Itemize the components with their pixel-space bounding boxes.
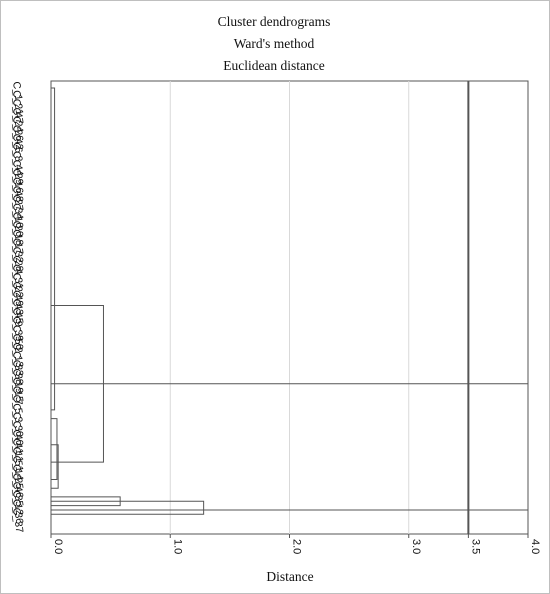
dendrogram-link — [51, 444, 59, 489]
leaf-label: C_45 — [10, 298, 25, 325]
leaf-label: C_41 — [10, 429, 25, 456]
leaf-label: C_17 — [10, 229, 25, 256]
leaf-label: C_39 — [10, 316, 25, 343]
dendrogram-link — [51, 87, 56, 411]
leaf-label: C_19 — [10, 368, 25, 395]
leaf-label: C_4 — [10, 255, 25, 276]
leaf-label: C_37 — [10, 507, 25, 534]
leaf-label: C_51 — [10, 446, 25, 473]
leaf-label: C_46 — [10, 472, 25, 499]
leaf-label: C_13 — [10, 342, 25, 369]
leaf-label: C_29 — [10, 159, 25, 186]
leaf-label: C_50 — [10, 324, 25, 351]
leaf-label: C_8 — [10, 142, 25, 163]
leaf-label: C_31 — [10, 263, 25, 290]
leaf-label: C_25 — [10, 464, 25, 491]
leaf-label: C_26 — [10, 116, 25, 143]
leaf-label: C_18 — [10, 220, 25, 247]
leaf-label: C_36 — [10, 498, 25, 525]
leaf-label: C_49 — [10, 281, 25, 308]
leaf-label: C_24 — [10, 107, 25, 134]
leaf-label: C_30 — [10, 411, 25, 438]
leaf-label: C_10 — [10, 203, 25, 230]
x-tick-label: 1.0 — [171, 539, 183, 554]
leaf-label: C_38 — [10, 359, 25, 386]
leaf-label: C_42 — [10, 124, 25, 151]
leaf-label: C_40 — [10, 420, 25, 447]
leaf-label: C_22 — [10, 272, 25, 299]
leaf-label: C_27 — [10, 185, 25, 212]
leaf-label: C_32 — [10, 237, 25, 264]
x-tick-label: 0.0 — [52, 539, 64, 554]
chart-title: Cluster dendrograms — [218, 14, 331, 29]
leaf-label: C_7 — [10, 385, 25, 406]
leaf-label: C_21 — [10, 89, 25, 116]
leaf-label: C_44 — [10, 150, 25, 177]
leaf-label: C_33 — [10, 350, 25, 377]
leaf-label: C_11 — [10, 437, 25, 463]
leaf-label: C_2 — [10, 333, 25, 354]
chart-subtitle-metric: Euclidean distance — [223, 58, 325, 73]
leaf-label: C_9 — [10, 307, 25, 328]
leaf-label: C_43 — [10, 290, 25, 317]
dendrogram-link — [51, 500, 205, 515]
leaf-label: C_15 — [10, 377, 25, 404]
leaf-label: C_20 — [10, 211, 25, 238]
x-tick-label: 4.0 — [529, 539, 541, 554]
leaf-label: C_35 — [10, 481, 25, 508]
dendrogram-link — [51, 418, 58, 480]
chart-subtitle-method: Ward's method — [234, 36, 315, 51]
leaf-label: C_5 — [10, 394, 25, 415]
x-tick-label: 3.5 — [469, 539, 481, 554]
leaf-label: C_14 — [10, 455, 25, 482]
leaf-label: C_48 — [10, 176, 25, 203]
dendrogram-link — [51, 383, 529, 511]
x-tick-label: 2.0 — [291, 539, 303, 554]
leaf-label: C_16 — [10, 168, 25, 195]
leaf-label: C_47 — [10, 98, 25, 125]
leaf-label: C_28 — [10, 246, 25, 273]
x-axis-label: Distance — [266, 569, 313, 584]
leaf-label: C_34 — [10, 194, 25, 221]
leaf-label: C_12 — [10, 490, 25, 517]
x-tick-label: 3.0 — [410, 539, 422, 554]
leaf-label: C_3 — [10, 403, 25, 424]
leaf-label: C_6 — [10, 133, 25, 154]
leaf-label: C_1 — [10, 81, 25, 102]
